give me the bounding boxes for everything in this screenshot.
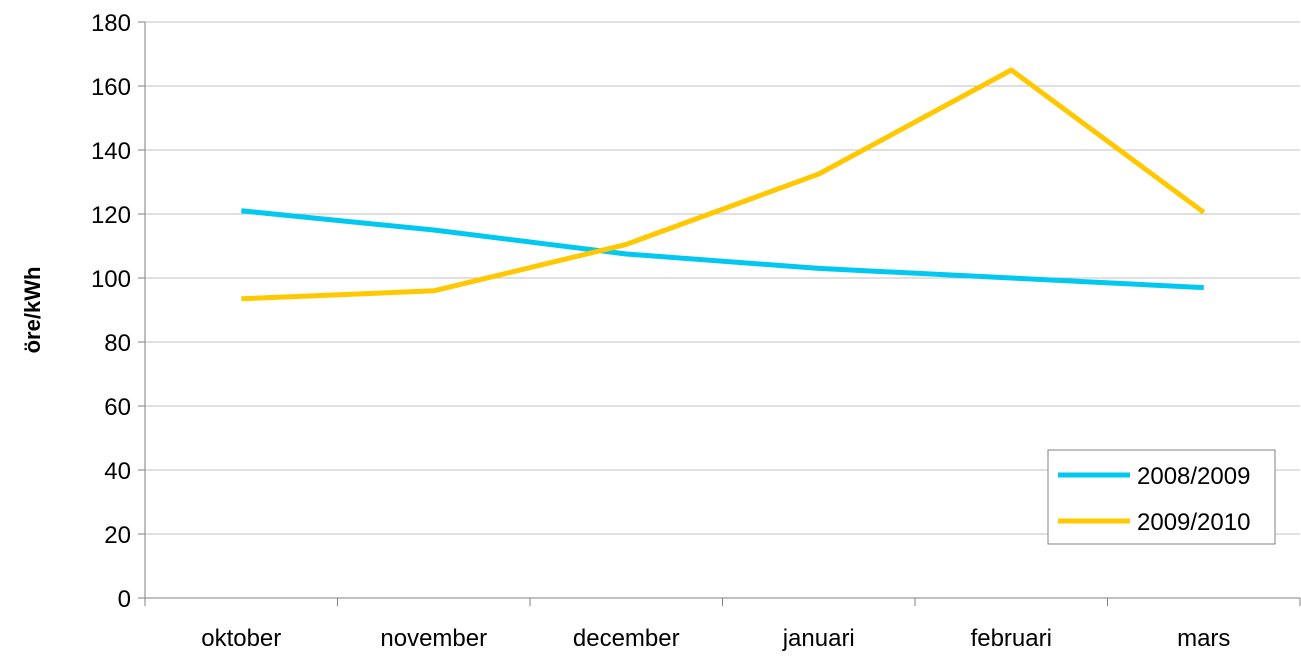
y-tick-label: 0: [118, 586, 131, 613]
y-tick-label: 80: [104, 330, 131, 357]
series-line-2008-2009: [241, 208, 1204, 291]
x-tick-label: december: [573, 625, 680, 652]
legend-label-2009-2010: 2009/2010: [1137, 509, 1250, 536]
y-tick-label: 100: [91, 266, 131, 293]
legend: 2008/2009 2009/2010: [1047, 449, 1276, 545]
y-axis-label: öre/kWh: [20, 267, 45, 354]
legend-box: [1047, 449, 1276, 545]
y-tick-label: 60: [104, 394, 131, 421]
series-line-2009-2010: [241, 67, 1206, 302]
y-tick-label: 140: [91, 138, 131, 165]
x-axis-ticks: oktober november december januari februari ma…: [144, 598, 1301, 652]
x-tick-label: mars: [1177, 625, 1230, 652]
y-tick-label: 40: [104, 458, 131, 485]
y-axis-ticks: 0 20 40 60 80 100 120 140 160 180: [91, 10, 145, 613]
y-tick-label: 160: [91, 74, 131, 101]
x-tick-label: oktober: [201, 625, 281, 652]
y-tick-label: 180: [91, 10, 131, 37]
y-tick-label: 20: [104, 522, 131, 549]
x-tick-label: januari: [782, 625, 855, 652]
series-lines: [241, 67, 1206, 302]
x-tick-label: februari: [971, 625, 1052, 652]
gridlines: [145, 21, 1300, 535]
x-tick-label: november: [380, 625, 487, 652]
y-tick-label: 120: [91, 202, 131, 229]
legend-label-2008-2009: 2008/2009: [1137, 463, 1250, 490]
